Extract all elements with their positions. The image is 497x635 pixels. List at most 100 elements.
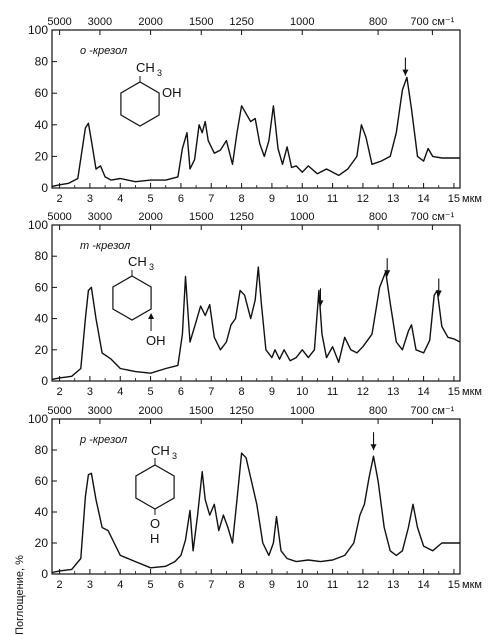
x-tick-label: 15 [448,193,460,205]
y-tick-label: 20 [35,343,49,357]
x-tick-label: 15 [448,579,460,591]
x-tick-label: 2 [57,193,63,205]
x-tick-label: 3 [87,193,93,205]
top-tick-label: 3000 [88,211,112,223]
x-tick-label: 2 [57,386,63,398]
x-tick-label: 6 [178,193,184,205]
top-tick-label: 1500 [189,211,213,223]
top-tick-label: 1000 [290,405,314,417]
top-tick-label: 800 [369,16,387,28]
x-tick-label: 12 [357,386,369,398]
panel-frame [51,224,461,382]
y-tick-label: 20 [35,536,49,550]
y-tick-label: 80 [35,55,49,69]
x-tick-label: 8 [239,193,245,205]
x-tick-label: 7 [208,386,214,398]
formula-ch3: CH [128,254,147,269]
x-unit-label: мкм [462,193,482,205]
x-tick-label: 9 [269,579,275,591]
x-tick-label: 4 [117,579,123,591]
x-tick-label: 6 [178,579,184,591]
compound-name: o -крезол [80,45,127,57]
top-tick-label: 5000 [47,211,71,223]
formula-ch3-subscript: 3 [157,68,162,78]
x-tick-label: 11 [327,386,338,398]
y-tick-label: 0 [41,374,48,388]
x-tick-label: 13 [387,386,399,398]
top-tick-label: 800 [369,405,387,417]
benzene-ring [135,464,175,510]
top-tick-label: 1250 [229,211,253,223]
oh-arrow-head [148,313,155,319]
formula-ch3: CH [151,443,170,458]
x-tick-label: 2 [57,579,63,591]
x-tick-label: 9 [269,386,275,398]
y-tick-label: 60 [35,86,49,100]
x-tick-label: 7 [208,579,214,591]
top-tick-label: 1000 [290,211,314,223]
x-tick-label: 9 [269,193,275,205]
formula-h: H [150,531,159,546]
x-tick-label: 4 [117,193,123,205]
formula-oh: OH [146,333,166,348]
peak-arrow-head [435,290,442,297]
top-tick-label: 3000 [88,16,112,28]
x-tick-label: 13 [387,579,399,591]
x-tick-label: 12 [357,579,369,591]
x-tick-label: 5 [148,386,154,398]
top-tick-label: 1250 [229,16,253,28]
y-tick-label: 100 [28,218,48,232]
formula-ch3-subscript: 3 [149,262,154,272]
x-tick-label: 14 [417,386,429,398]
spectrum-panel-2: 0 20 40 60 80 100 2 3 4 5 6 7 8 9 10 11 12 13 14 15 мкм 5000 3… [28,211,482,398]
formula-ch3: CH [136,60,155,75]
y-tick-label: 0 [41,181,48,195]
spectrum-panel-1: 0 20 40 60 80 100 2 3 4 5 6 7 8 9 10 11 12 13 14 15 мкм 5000 3… [28,16,482,205]
y-tick-label: 100 [28,412,48,426]
top-tick-label: 700 см⁻¹ [410,16,454,28]
compound-name: p -крезол [79,434,127,446]
x-tick-label: 4 [117,386,123,398]
peak-arrow-head [402,69,409,76]
y-tick-label: 40 [35,312,49,326]
spectrum-line [51,76,460,188]
spectrum-line [51,452,460,574]
top-tick-label: 3000 [88,405,112,417]
x-tick-label: 6 [178,386,184,398]
top-tick-label: 1500 [189,16,213,28]
x-tick-label: 10 [296,386,308,398]
formula-o: O [150,516,160,531]
peak-arrow-head [370,444,377,451]
x-tick-label: 5 [148,193,154,205]
y-tick-label: 0 [41,567,48,581]
panel-frame [51,29,461,189]
x-tick-label: 3 [87,579,93,591]
y-tick-label: 80 [35,443,49,457]
panel-frame [51,418,461,575]
x-unit-label: мкм [462,579,482,591]
x-tick-label: 8 [239,386,245,398]
top-tick-label: 5000 [47,405,71,417]
top-tick-label: 2000 [138,405,162,417]
y-tick-label: 20 [35,149,49,163]
x-tick-label: 11 [327,579,338,591]
peak-arrow-head [317,300,324,307]
spectrum-panel-3: 0 20 40 60 80 100 2 3 4 5 6 7 8 9 10 11 12 13 14 15 мкм 5000 3… [28,405,482,591]
y-tick-label: 60 [35,474,49,488]
x-unit-label: мкм [462,386,482,398]
x-tick-label: 7 [208,193,214,205]
top-tick-label: 2000 [138,211,162,223]
x-tick-label: 13 [387,193,399,205]
y-tick-label: 60 [35,280,49,294]
x-tick-label: 12 [357,193,369,205]
x-tick-label: 11 [327,193,338,205]
y-tick-label: 80 [35,249,49,263]
x-tick-label: 14 [417,579,429,591]
top-tick-label: 5000 [47,16,71,28]
formula-ch3-subscript: 3 [172,451,177,461]
compound-name: m -крезол [80,240,130,252]
x-tick-label: 10 [296,193,308,205]
y-tick-label: 40 [35,505,49,519]
benzene-ring [120,81,160,127]
